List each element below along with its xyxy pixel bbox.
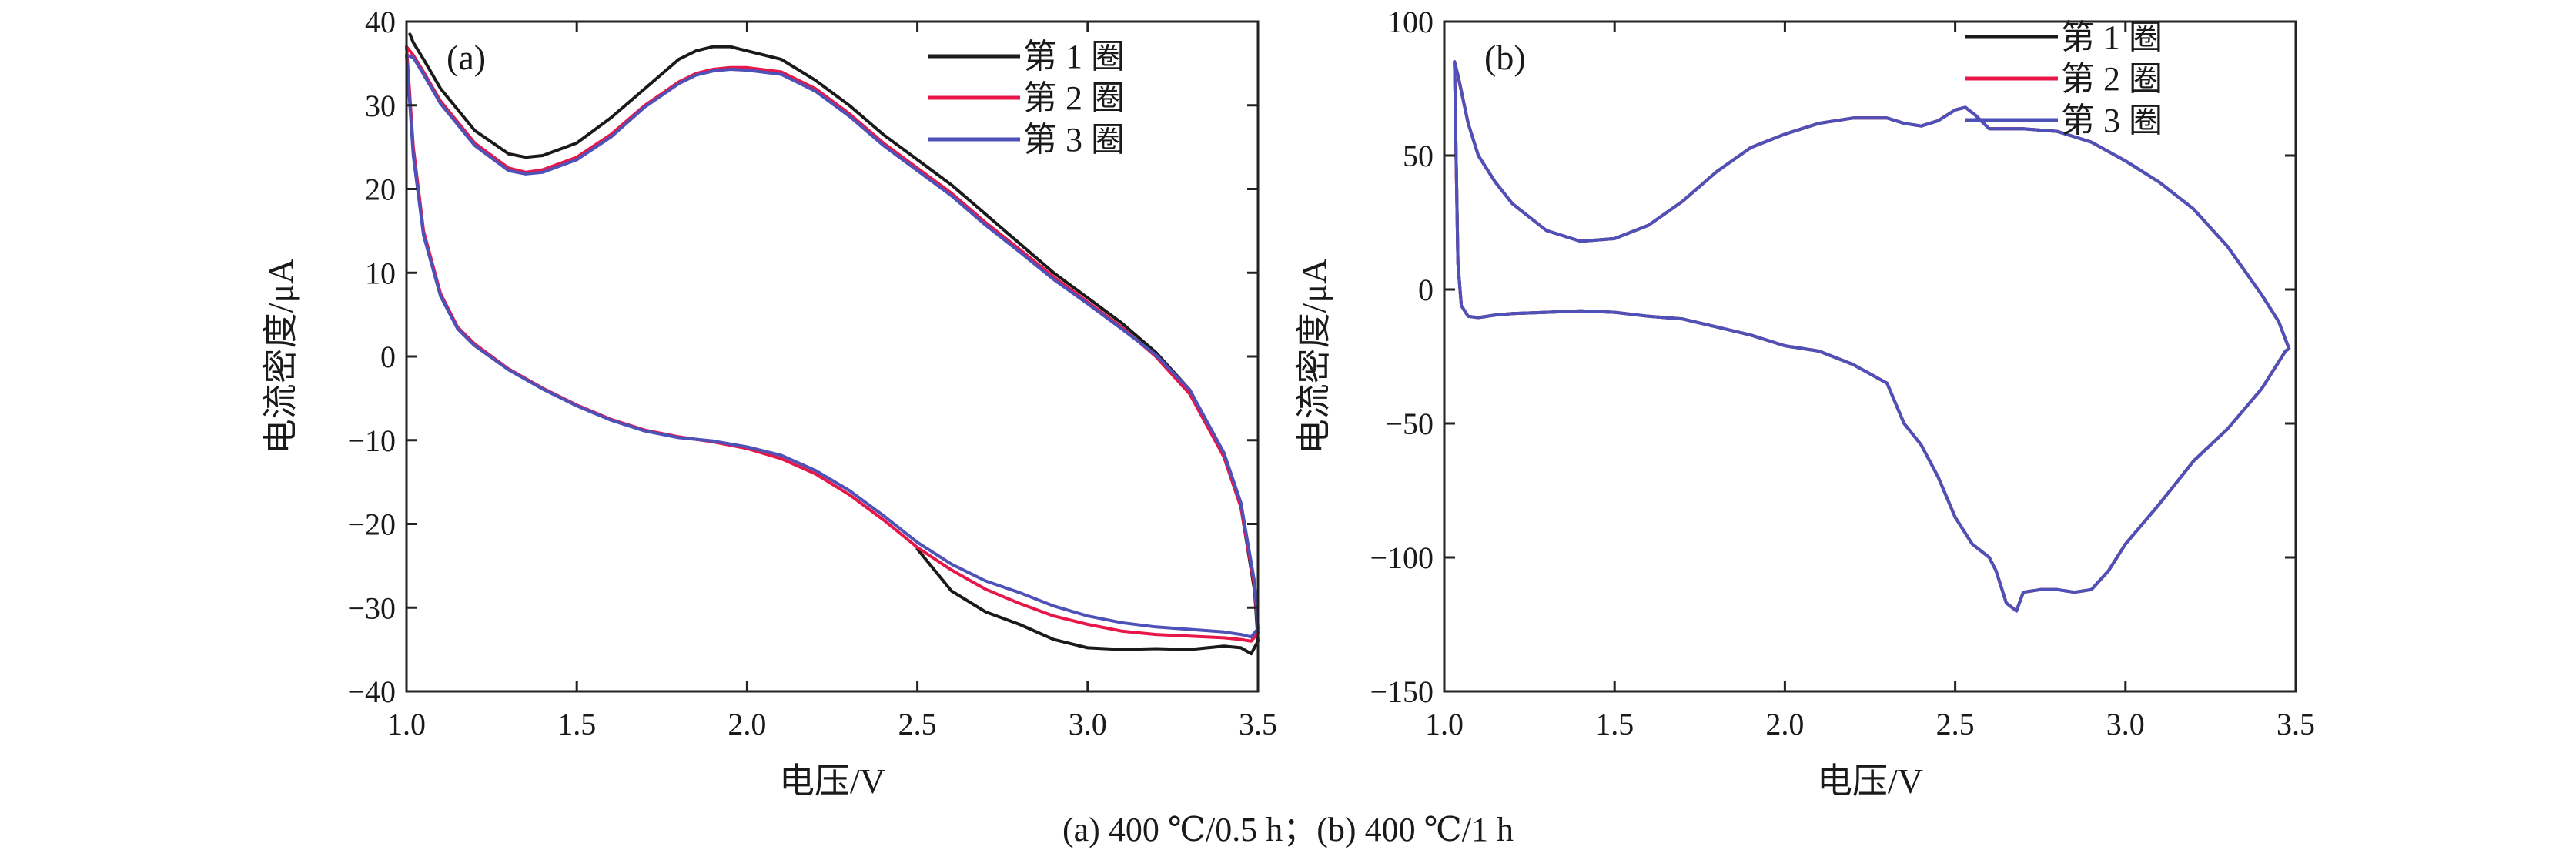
panel-a-x-tick-label: 1.5 [557,707,596,741]
panel-b-plot-frame [1443,20,2297,693]
panel-a-x-tick-label: 1.0 [387,707,426,741]
panel-a-series-1-line [408,32,1260,656]
panel-b-curves [1453,60,2291,613]
panel-b-x-tick-label: 3.0 [2106,707,2145,741]
panel-b-legend-label-3: 第 3 圈 [2061,102,2163,139]
panel-a-series-2-line [405,45,1260,643]
panel-b-x-axis-label: 电压/V [1817,761,1923,801]
panel-a-y-axis-label: 电流密度/μA [261,259,300,455]
panel-b-y-tick-label: −50 [1385,407,1434,441]
panel-b-x-tick-label: 1.5 [1595,707,1634,741]
panel-b-label: (b) [1484,38,1526,77]
panel-a-x-tick-label: 3.0 [1069,707,1107,741]
panel-b-y-tick-label: 100 [1387,5,1434,39]
panel-b-y-tick-label: 50 [1403,139,1434,173]
panel-a-label: (a) [447,38,486,77]
panel-a-y-tick-label: 40 [365,5,396,39]
panel-b-legend-label-1: 第 1 圈 [2061,18,2163,56]
panel-b-x-tick-label: 2.0 [1765,707,1804,741]
panel-a-ticks: 1.0 1.5 2.0 2.5 3.0 3.5 −40 −30 −20 −10 0 10 20 30 40 [347,5,1277,741]
panel-b-y-tick-label: −100 [1370,540,1434,575]
panel-a-legend: 第 1 圈第 2 圈第 3 圈 [928,38,1125,159]
panel-a-x-tick-label: 2.5 [898,707,937,741]
panel-b-x-tick-label: 2.5 [1936,707,1975,741]
panel-a-legend-label-3: 第 3 圈 [1023,121,1125,159]
panel-b-y-tick-label: 0 [1418,273,1434,307]
panel-a-y-tick-label: 0 [380,340,396,374]
panel-a-y-tick-label: −40 [347,674,396,709]
panel-a-legend-label-2: 第 2 圈 [1023,79,1125,117]
panel-a-x-tick-label: 2.0 [728,707,766,741]
panel-b-series-3-line [1453,60,2291,613]
panel-b-series-1-line [1453,60,2291,613]
panel-b-x-tick-label: 3.5 [2277,707,2315,741]
panel-b-legend: 第 1 圈第 2 圈第 3 圈 [1965,18,2163,139]
panel-a-series-3-line [405,53,1260,639]
panel-b-series-2-line [1453,60,2291,613]
panel-a-chart: 1.0 1.5 2.0 2.5 3.0 3.5−40−30−20−10010203040 … [261,5,1277,801]
panel-b-ticks: 1.0 1.5 2.0 2.5 3.0 3.5 −150 −100 −50 0 50 100 [1370,5,2315,741]
panel-b-y-axis-label: 电流密度/μA [1294,259,1333,455]
figure-caption: (a) 400 ℃/0.5 h；(b) 400 ℃/1 h [1062,811,1514,848]
panel-a-legend-label-1: 第 1 圈 [1023,38,1125,75]
panel-a-curves [405,32,1260,656]
panel-b-y-tick-label: −150 [1370,674,1434,709]
panel-a-y-tick-label: 20 [365,172,396,207]
panel-a-x-tick-label: 3.5 [1239,707,1277,741]
panel-a-y-tick-label: −10 [347,423,396,458]
panel-b-x-tick-label: 1.0 [1425,707,1464,741]
panel-a-x-axis-label: 电压/V [779,761,885,801]
panel-a-plot-frame [405,20,1260,693]
panel-b-legend-label-2: 第 2 圈 [2061,60,2163,98]
panel-a-y-tick-label: −20 [347,507,396,542]
panel-a-y-tick-label: 30 [365,89,396,123]
panel-a-y-tick-label: 10 [365,256,396,290]
panel-a-y-tick-label: −30 [347,591,396,625]
